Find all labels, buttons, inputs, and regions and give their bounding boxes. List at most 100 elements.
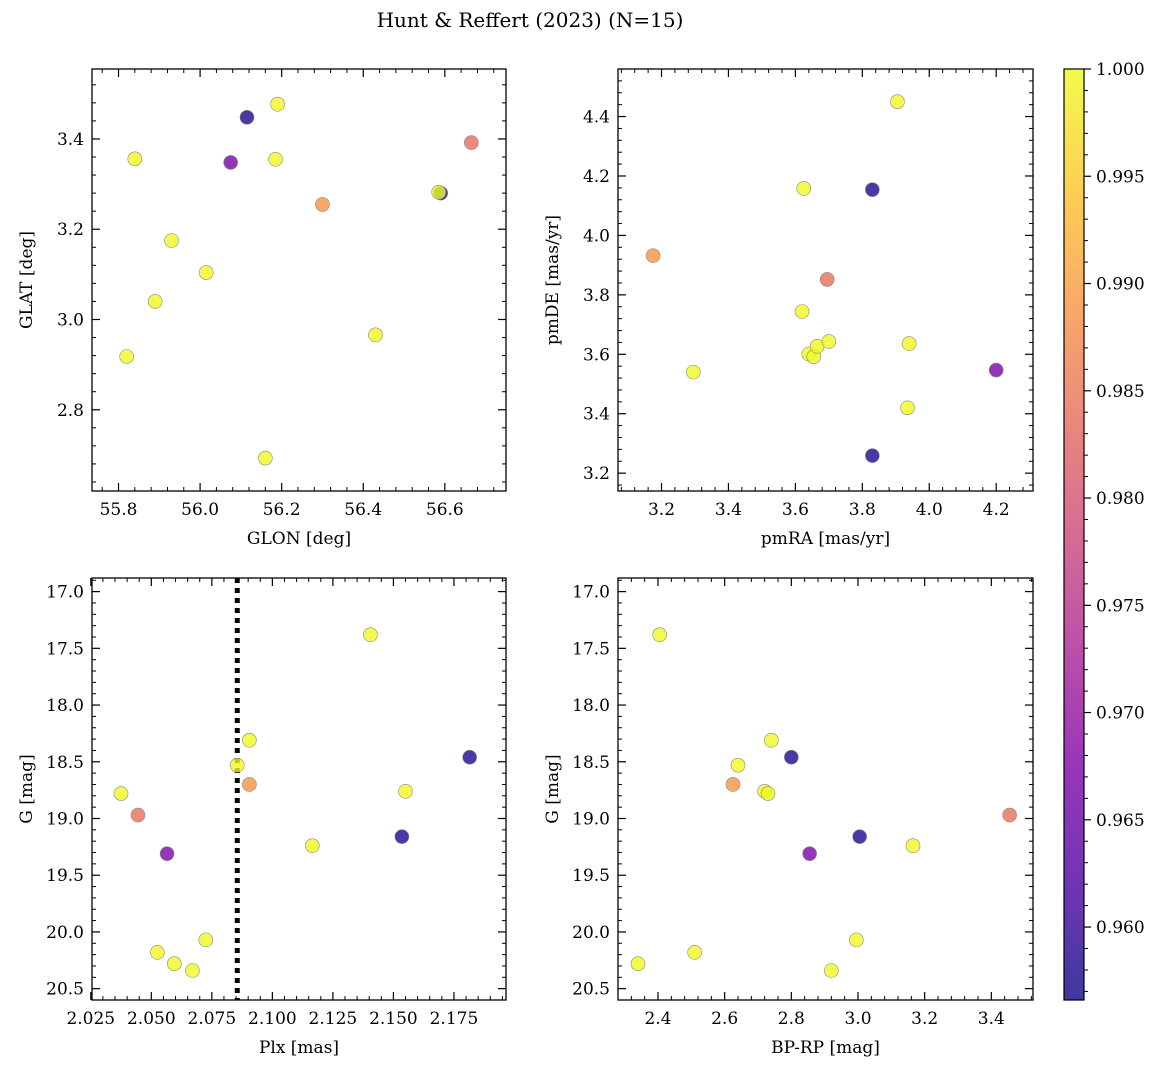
- data-point: [796, 181, 812, 196]
- data-point: [905, 838, 921, 854]
- data-point: [900, 400, 915, 416]
- data-point: [849, 932, 864, 948]
- data-point: [164, 233, 179, 248]
- data-point: [268, 151, 283, 167]
- data-point: [394, 829, 410, 844]
- y-tick-label: 3.2: [57, 220, 84, 240]
- x-tick-label: 56.0: [181, 500, 219, 520]
- colorbar-tick-label: 0.965: [1096, 811, 1145, 831]
- data-point: [223, 155, 238, 170]
- y-tick-label: 18.5: [572, 753, 610, 773]
- y-tick-label: 17.0: [46, 583, 84, 603]
- colorbar: 0.960 0.965 0.970 0.975 0.980 0.985 0.990 0.995…: [1063, 60, 1145, 1001]
- data-point: [147, 294, 163, 309]
- y-tick-label: 3.2: [583, 464, 610, 484]
- y-axis-label: G [mag]: [17, 754, 37, 823]
- y-axis-label: pmDE [mas/yr]: [543, 215, 563, 345]
- data-point: [1002, 807, 1017, 823]
- colorbar-tick-label: 0.960: [1096, 918, 1145, 938]
- data-point: [901, 336, 917, 351]
- x-tick-label: 3.4: [715, 500, 742, 520]
- x-tick-label: 2.100: [248, 1009, 297, 1029]
- colorbar-tick-label: 1.000: [1096, 60, 1145, 80]
- data-point: [686, 364, 701, 380]
- data-point: [315, 197, 330, 212]
- x-axis-label: BP-RP [mag]: [771, 1038, 880, 1058]
- data-point: [398, 783, 413, 799]
- data-point: [630, 956, 646, 971]
- y-tick-label: 17.0: [572, 583, 610, 603]
- panel-plx-g: 2.025 2.050 2.075 2.100 2.125 2.150 2.175 17.0 1…: [17, 577, 507, 1058]
- data-point: [159, 846, 175, 861]
- y-tick-label: 3.4: [57, 130, 84, 150]
- axes-frame: [91, 68, 507, 492]
- data-point: [119, 349, 134, 364]
- y-tick-label: 3.8: [583, 286, 610, 306]
- x-axis-label: Plx [mas]: [259, 1038, 339, 1058]
- colorbar-tick-label: 0.985: [1096, 382, 1145, 402]
- panel-pmra-pmde: 3.2 3.4 3.6 3.8 4.0 4.2 3.2 3.4 3.6 3.8 4.0 4.2 4.4 p…: [543, 68, 1034, 549]
- data-point: [431, 184, 446, 200]
- colorbar-gradient: [1064, 69, 1084, 1000]
- data-point: [258, 450, 273, 466]
- y-tick-label: 18.5: [46, 753, 84, 773]
- data-point: [198, 932, 214, 948]
- axes-frame: [617, 577, 1034, 1001]
- data-point: [865, 182, 880, 197]
- y-tick-label: 2.8: [57, 401, 84, 421]
- y-tick-label: 20.5: [46, 980, 84, 1000]
- figure-title: Hunt & Reffert (2023) (N=15): [377, 8, 684, 32]
- colorbar-tick-label: 0.980: [1096, 489, 1145, 509]
- data-point: [819, 272, 835, 287]
- x-tick-label: 2.6: [711, 1009, 738, 1029]
- axes-frame: [617, 68, 1034, 492]
- data-point: [852, 829, 867, 844]
- panel-bprp-g: 2.4 2.6 2.8 3.0 3.2 3.4 17.0 17.5 18.0 18.5 19.0 19…: [543, 577, 1034, 1058]
- data-point: [462, 749, 477, 765]
- y-tick-label: 3.6: [583, 345, 610, 365]
- y-tick-label: 18.0: [572, 696, 610, 716]
- y-tick-label: 4.4: [583, 108, 610, 128]
- data-point: [890, 94, 905, 109]
- x-tick-label: 56.4: [344, 500, 382, 520]
- data-point: [229, 757, 245, 773]
- x-tick-label: 4.2: [983, 500, 1010, 520]
- colorbar-tick-label: 0.995: [1096, 167, 1145, 187]
- x-tick-label: 2.8: [778, 1009, 805, 1029]
- x-tick-label: 2.125: [309, 1009, 358, 1029]
- x-tick-label: 55.8: [100, 500, 138, 520]
- data-point: [802, 846, 817, 861]
- data-point: [150, 945, 165, 960]
- data-point: [185, 963, 200, 978]
- colorbar-tick-label: 0.970: [1096, 704, 1145, 724]
- y-tick-label: 19.0: [46, 809, 84, 829]
- data-point: [242, 777, 257, 792]
- data-point: [239, 109, 255, 125]
- x-tick-label: 56.6: [426, 500, 464, 520]
- colorbar-tick-label: 0.990: [1096, 275, 1145, 295]
- data-point: [242, 732, 257, 748]
- data-point: [784, 749, 799, 765]
- data-point: [988, 362, 1004, 378]
- x-tick-label: 3.2: [648, 500, 675, 520]
- y-axis-label: G [mag]: [543, 754, 563, 823]
- y-tick-label: 4.0: [583, 226, 610, 246]
- axes-frame: [91, 577, 507, 1001]
- y-tick-label: 19.5: [46, 866, 84, 886]
- y-tick-label: 20.0: [572, 923, 610, 943]
- data-point: [127, 151, 143, 167]
- y-tick-label: 17.5: [46, 639, 84, 659]
- data-point: [198, 265, 214, 280]
- x-axis-label: pmRA [mas/yr]: [761, 529, 890, 549]
- x-tick-label: 2.025: [66, 1009, 115, 1029]
- data-point: [725, 777, 741, 792]
- y-tick-label: 20.0: [46, 923, 84, 943]
- x-tick-label: 3.8: [849, 500, 876, 520]
- data-point: [130, 807, 146, 823]
- colorbar-frame: [1063, 68, 1085, 1001]
- x-axis-label: GLON [deg]: [247, 529, 351, 549]
- x-tick-label: 2.150: [369, 1009, 418, 1029]
- data-point: [824, 963, 839, 978]
- data-point: [645, 248, 661, 263]
